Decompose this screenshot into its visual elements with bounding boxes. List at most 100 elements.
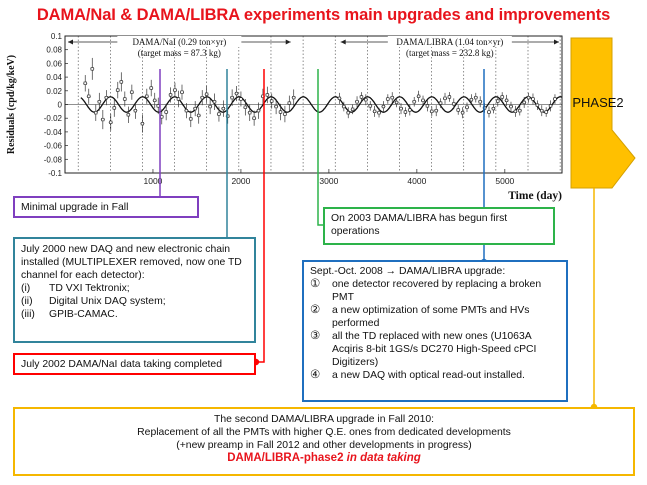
data-point bbox=[341, 101, 346, 112]
point-marker bbox=[456, 108, 460, 112]
point-marker bbox=[230, 96, 234, 100]
data-point bbox=[469, 94, 474, 106]
data-point bbox=[434, 105, 439, 117]
data-point bbox=[522, 96, 527, 108]
data-point bbox=[381, 101, 386, 113]
data-point bbox=[176, 90, 181, 108]
point-marker bbox=[87, 94, 91, 98]
residuals-chart: -0.1 -0.08 -0.06 -0.04 -0.02 0 0.02 0.04 0.06 0.0… bbox=[6, 32, 636, 202]
period-label-bg bbox=[117, 36, 242, 47]
data-point bbox=[500, 92, 505, 102]
point-marker bbox=[478, 100, 482, 104]
data-point bbox=[115, 81, 120, 99]
point-marker bbox=[252, 116, 256, 120]
point-marker bbox=[239, 97, 243, 101]
point-marker bbox=[518, 109, 522, 113]
data-point bbox=[90, 57, 95, 80]
period-sublabel: (target mass = 232.8 kg) bbox=[406, 48, 494, 58]
point-marker bbox=[140, 122, 145, 126]
data-point bbox=[548, 100, 553, 112]
point-marker bbox=[395, 100, 399, 105]
point-marker bbox=[526, 96, 531, 100]
phase2-label: PHASE2 bbox=[572, 95, 623, 110]
point-marker bbox=[408, 108, 412, 112]
list-item: (i) TD VXI Tektronix; bbox=[21, 283, 130, 294]
data-point bbox=[464, 102, 469, 113]
data-point bbox=[122, 91, 127, 107]
data-point bbox=[234, 86, 239, 102]
point-marker bbox=[359, 95, 364, 99]
data-point bbox=[221, 100, 226, 117]
point-marker bbox=[274, 104, 278, 109]
point-marker bbox=[504, 98, 509, 102]
point-marker bbox=[421, 98, 425, 102]
list-item: (ii) Digital Unix DAQ system; bbox=[21, 296, 166, 307]
x-tick-label: 1000 bbox=[144, 176, 163, 186]
point-marker bbox=[425, 104, 430, 108]
point-marker bbox=[509, 104, 513, 109]
note-2010-phase2: DAMA/LIBRA-phase2 in data taking bbox=[227, 452, 421, 464]
data-point bbox=[377, 107, 382, 118]
point-marker bbox=[351, 107, 355, 111]
data-point bbox=[337, 92, 342, 104]
data-point bbox=[355, 96, 360, 108]
chart-axes: -0.1 -0.08 -0.06 -0.04 -0.02 0 0.02 0.04 0.06 0.0… bbox=[44, 32, 563, 186]
note-2010-line1: The second DAMA/LIBRA upgrade in Fall 20… bbox=[213, 414, 435, 425]
data-point bbox=[403, 107, 408, 117]
y-tick-label: 0.1 bbox=[51, 32, 63, 41]
data-point bbox=[126, 106, 131, 123]
data-point bbox=[212, 93, 217, 110]
point-marker bbox=[482, 106, 487, 110]
y-tick-label: -0.1 bbox=[48, 169, 62, 178]
point-marker bbox=[287, 101, 291, 105]
y-tick-label: 0.02 bbox=[46, 87, 62, 96]
note-upgrade-2010: The second DAMA/LIBRA upgrade in Fall 20… bbox=[13, 407, 635, 476]
point-marker bbox=[212, 100, 217, 104]
point-marker bbox=[447, 95, 452, 99]
point-marker bbox=[149, 86, 153, 90]
point-marker bbox=[417, 94, 421, 98]
data-point bbox=[438, 98, 443, 108]
point-marker bbox=[491, 107, 495, 111]
point-marker bbox=[544, 110, 548, 114]
data-point bbox=[164, 103, 169, 121]
data-point bbox=[104, 90, 109, 106]
data-point bbox=[372, 105, 377, 117]
data-point bbox=[238, 91, 243, 107]
point-marker bbox=[386, 97, 390, 101]
period-label-bg bbox=[387, 36, 512, 47]
point-marker bbox=[373, 109, 377, 113]
y-tick-label: -0.06 bbox=[44, 142, 63, 151]
point-marker bbox=[153, 98, 157, 102]
data-point bbox=[544, 107, 549, 117]
point-marker bbox=[474, 96, 478, 100]
data-point bbox=[287, 95, 292, 111]
point-marker bbox=[261, 94, 265, 98]
list-item: (iii) GPIB-CAMAC. bbox=[21, 309, 118, 320]
point-marker bbox=[346, 111, 350, 115]
period-arrow-head bbox=[285, 39, 291, 45]
data-point bbox=[530, 93, 535, 105]
y-tick-label: -0.08 bbox=[44, 155, 63, 164]
point-marker bbox=[342, 104, 346, 109]
point-marker bbox=[487, 110, 491, 114]
note-2008-text: Sept.-Oct. 2008 → DAMA/LIBRA upgrade: bbox=[310, 266, 506, 277]
data-point bbox=[179, 84, 184, 100]
data-point bbox=[149, 79, 154, 97]
data-point bbox=[196, 107, 201, 124]
point-marker bbox=[460, 111, 465, 115]
point-marker bbox=[469, 98, 473, 102]
data-point bbox=[539, 105, 544, 117]
point-marker bbox=[112, 106, 116, 110]
data-point bbox=[346, 107, 351, 119]
data-point bbox=[144, 88, 149, 104]
data-point bbox=[478, 96, 483, 108]
point-marker bbox=[200, 96, 204, 100]
point-marker bbox=[173, 88, 177, 92]
point-marker bbox=[208, 104, 212, 109]
data-point bbox=[425, 100, 430, 112]
data-point bbox=[513, 105, 518, 117]
point-marker bbox=[465, 105, 469, 109]
point-marker bbox=[221, 107, 225, 111]
